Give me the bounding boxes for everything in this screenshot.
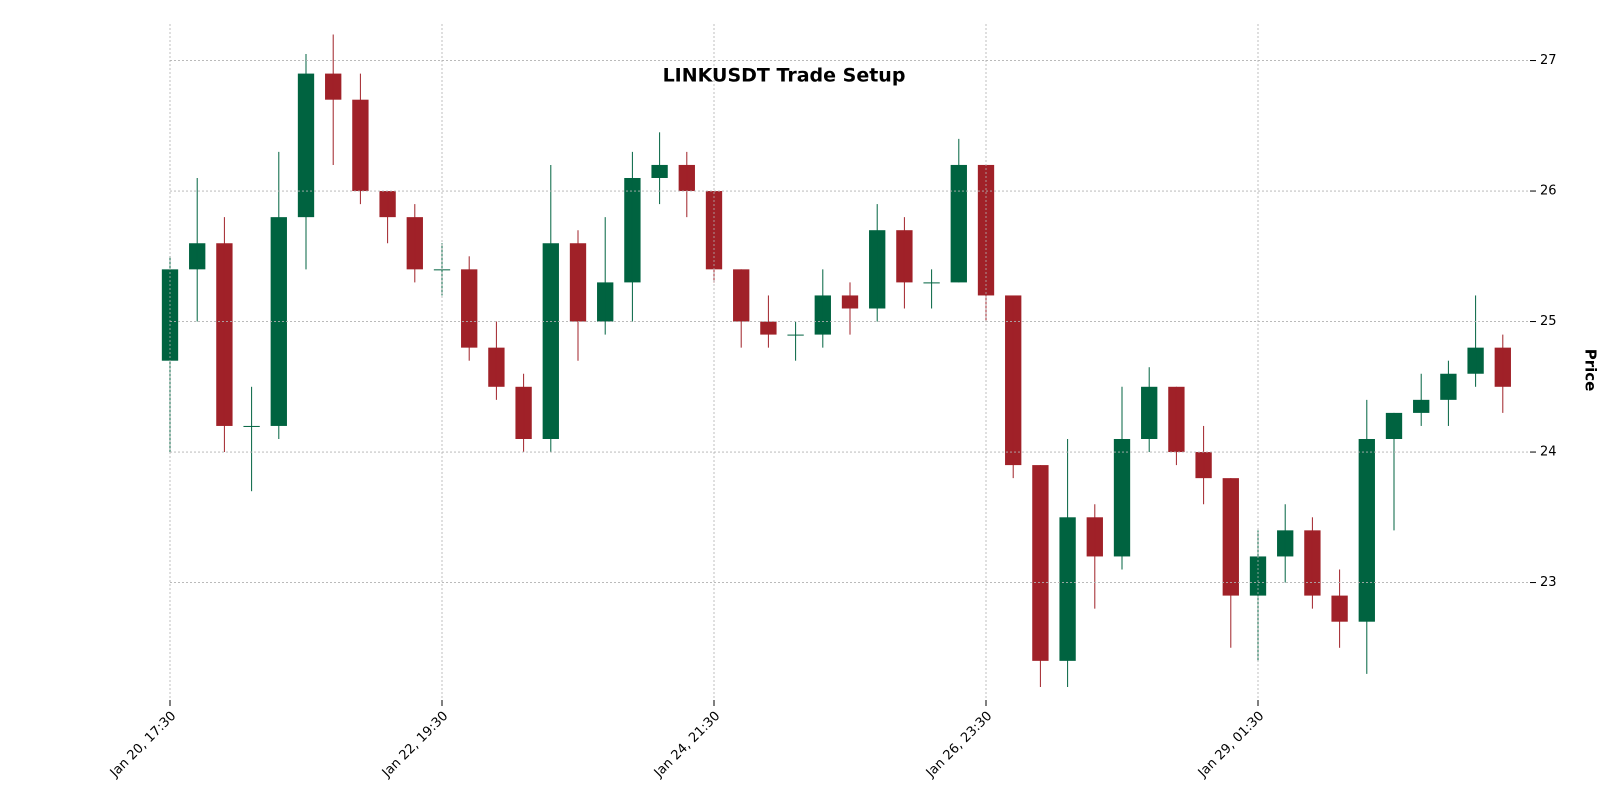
y-tick-label: 23 (1540, 575, 1557, 590)
y-axis-label: Price (1582, 349, 1600, 392)
chart-title: LINKUSDT Trade Setup (663, 65, 906, 87)
x-tick-label: Jan 22, 19:30 (379, 709, 451, 781)
x-tick-label: Jan 29, 01:30 (1195, 709, 1267, 781)
x-tick-label: Jan 26, 23:30 (923, 709, 995, 781)
y-tick-label: 24 (1540, 445, 1557, 460)
x-tick-label: Jan 24, 21:30 (651, 709, 723, 781)
y-tick-label: 27 (1540, 53, 1557, 68)
y-tick-label: 26 (1540, 184, 1557, 199)
y-tick-label: 25 (1540, 314, 1557, 329)
x-tick-label: Jan 20, 17:30 (107, 709, 179, 781)
